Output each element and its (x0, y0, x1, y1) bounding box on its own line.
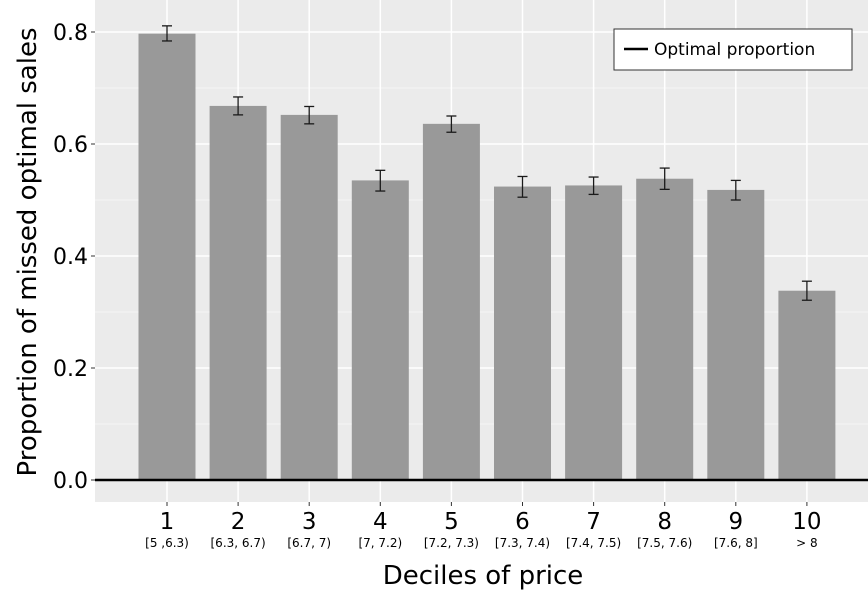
error-bar-decile-10 (801, 280, 812, 301)
error-bar-decile-2 (233, 96, 244, 116)
x-tick-label: 6 (515, 509, 530, 535)
x-range-label: [6.7, 7) (287, 536, 331, 550)
error-bar-decile-8 (659, 167, 670, 191)
x-range-label: [7.6, 8] (714, 536, 758, 550)
x-range-label: [7.3, 7.4) (495, 536, 550, 550)
error-bar-decile-6 (517, 175, 528, 198)
x-axis-title: Deciles of price (383, 561, 584, 591)
bar-decile-3 (280, 114, 338, 480)
bar-decile-7 (565, 185, 623, 480)
x-tick-label: 3 (302, 509, 317, 535)
legend-box (613, 28, 853, 71)
bar-decile-1 (138, 33, 196, 481)
y-axis-title: Proportion of missed optimal sales (13, 28, 43, 477)
y-axis-ticks: 0.0 0.2 0.4 0.6 0.8 (53, 21, 95, 494)
bar-decile-2 (209, 105, 267, 481)
x-tick-label: 1 (160, 509, 175, 535)
x-tick-label: 8 (657, 509, 672, 535)
error-bar-decile-1 (162, 25, 172, 42)
x-range-label: [7.2, 7.3) (424, 536, 479, 550)
error-bar-decile-7 (588, 176, 599, 196)
error-bars-layer (162, 25, 812, 301)
bar-decile-5 (422, 123, 480, 480)
y-tick-label: 0.8 (53, 21, 88, 46)
error-bar-decile-5 (446, 115, 457, 133)
error-bar-decile-4 (375, 169, 386, 192)
x-tick-label: 7 (586, 509, 601, 535)
x-range-label: > 8 (796, 536, 818, 550)
x-tick-label: 9 (728, 509, 743, 535)
y-tick-label: 0.4 (53, 245, 88, 270)
x-range-label: [5 ,6.3) (145, 536, 189, 550)
bar-decile-8 (636, 178, 694, 480)
y-tick-label: 0.6 (53, 133, 88, 158)
bar-decile-9 (707, 189, 765, 481)
legend-label: Optimal proportion (654, 40, 815, 60)
x-range-label: [7.4, 7.5) (566, 536, 621, 550)
bar-decile-6 (494, 186, 551, 480)
bars-layer (138, 33, 836, 481)
error-bar-decile-3 (304, 105, 315, 125)
bar-decile-10 (778, 290, 836, 480)
legend: Optimal proportion (613, 28, 853, 71)
y-tick-label: 0.2 (53, 357, 88, 382)
x-tick-label: 4 (373, 509, 388, 535)
y-tick-label: 0.0 (53, 469, 88, 494)
x-tick-label: 2 (231, 509, 246, 535)
x-axis-ticks: 1[5 ,6.3)2[6.3, 6.7)3[6.7, 7)4[7, 7.2)5[… (145, 502, 822, 550)
x-tick-label: 5 (444, 509, 459, 535)
x-tick-label: 10 (792, 509, 821, 535)
x-range-label: [7, 7.2) (358, 536, 402, 550)
x-range-label: [6.3, 6.7) (211, 536, 266, 550)
error-bar-decile-9 (730, 179, 741, 201)
bar-decile-4 (351, 180, 409, 480)
x-range-label: [7.5, 7.6) (637, 536, 692, 550)
